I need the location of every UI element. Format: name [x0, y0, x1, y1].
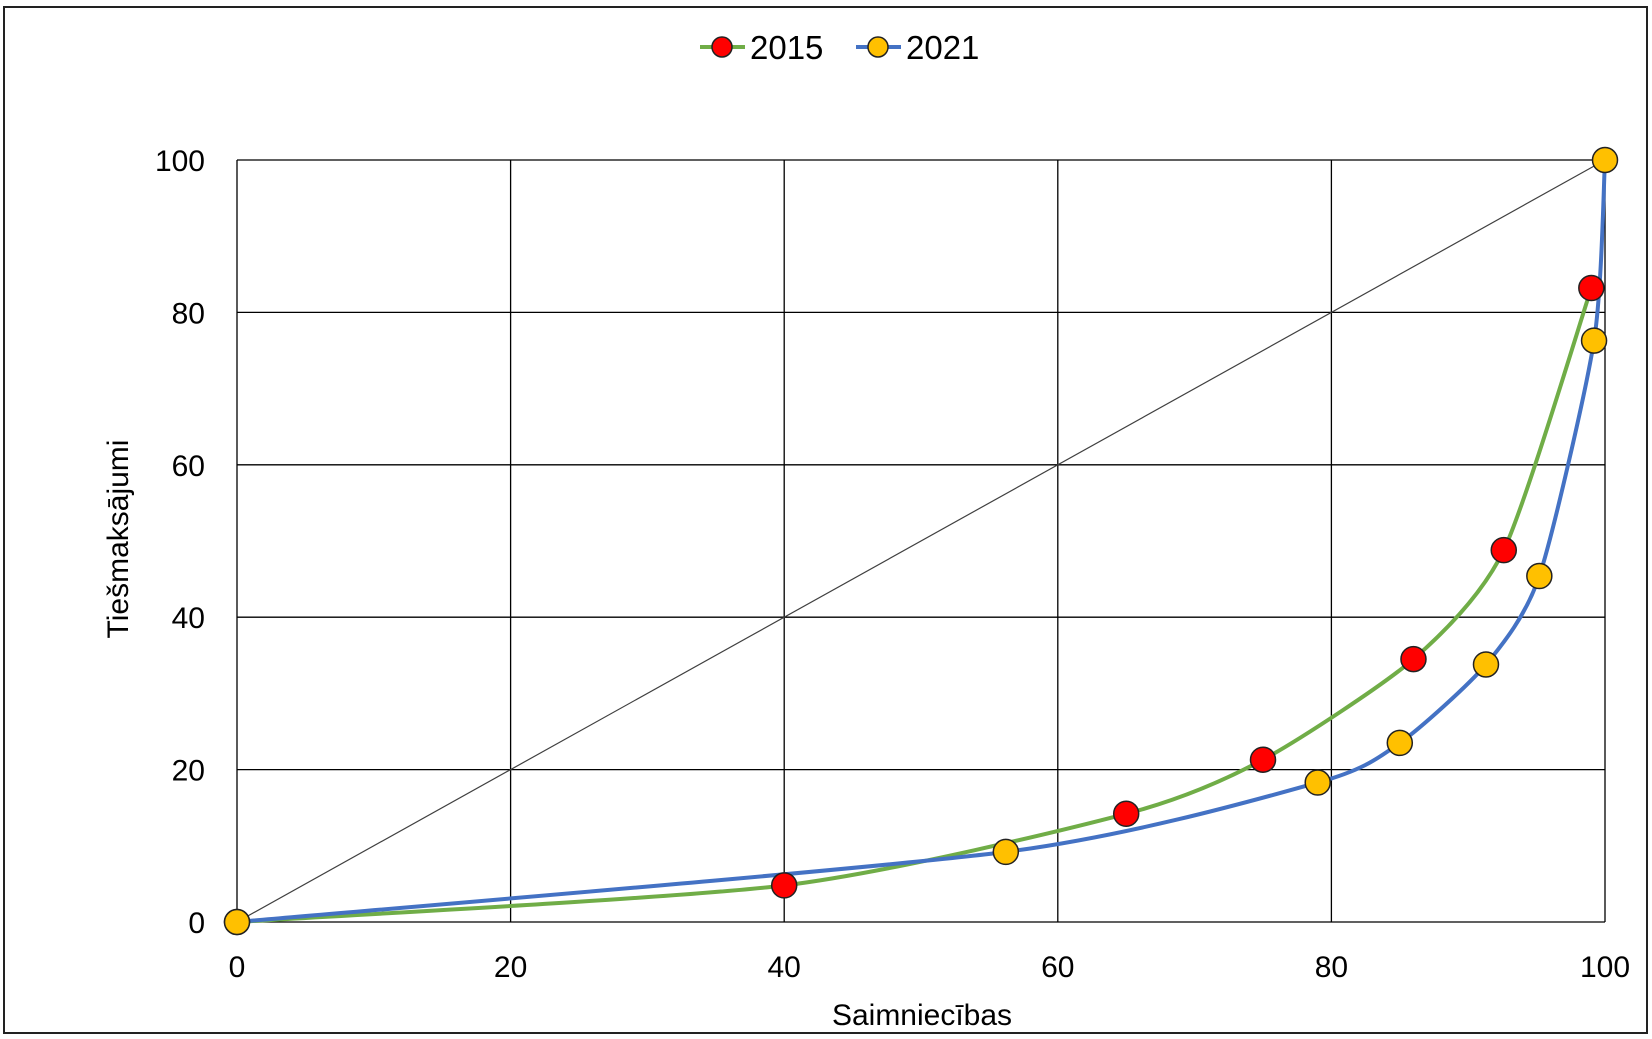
data-point-2021-3 [1386, 729, 1414, 757]
data-point-2021-1 [992, 838, 1020, 866]
legend-marker-2021 [867, 36, 889, 58]
data-point-2021-7 [1591, 146, 1619, 174]
legend-label-2015: 2015 [750, 29, 823, 66]
data-point-2015-4 [1400, 645, 1427, 673]
x-axis-title: Saimniecības [832, 999, 1012, 1032]
series-group [223, 146, 1619, 936]
data-point-2021-0 [223, 908, 251, 936]
y-tick-label-20: 20 [172, 755, 205, 788]
data-point-2021-5 [1526, 562, 1553, 590]
series-markers-2021 [223, 146, 1619, 936]
y-tick-label-60: 60 [172, 450, 205, 483]
x-tick-label-20: 20 [494, 951, 527, 984]
data-point-2015-2 [1112, 800, 1140, 828]
x-tick-label-60: 60 [1041, 951, 1074, 984]
data-point-2015-1 [770, 872, 798, 899]
x-tick-label-0: 0 [229, 951, 246, 984]
legend[interactable]: 2015 2021 [700, 29, 979, 66]
equality-line [236, 159, 1606, 923]
y-tick-label-40: 40 [172, 602, 205, 635]
chart-frame [3, 6, 1648, 1034]
series-2015 [236, 287, 1594, 924]
legend-marker-2015 [711, 36, 733, 58]
data-point-2021-4 [1472, 651, 1500, 678]
x-axis-ticks: 0 20 40 60 80 100 [229, 951, 1630, 984]
y-tick-label-100: 100 [155, 145, 205, 178]
y-axis-ticks: 0 20 40 60 80 100 [155, 145, 205, 940]
y-tick-label-80: 80 [172, 297, 205, 330]
x-tick-label-40: 40 [768, 951, 801, 984]
data-point-2021-2 [1304, 769, 1331, 796]
series-line-2015 [236, 287, 1594, 924]
legend-item-2021[interactable]: 2021 [856, 29, 979, 66]
data-point-2015-5 [1490, 536, 1518, 564]
data-point-2021-6 [1580, 327, 1608, 354]
series-markers-2015 [223, 274, 1605, 936]
equality-line-path [236, 159, 1606, 923]
data-point-2015-3 [1249, 746, 1277, 773]
x-tick-label-80: 80 [1315, 951, 1348, 984]
data-point-2015-6 [1578, 274, 1605, 302]
legend-label-2021: 2021 [906, 29, 979, 66]
legend-item-2015[interactable]: 2015 [700, 29, 823, 66]
grid [236, 159, 1606, 923]
y-tick-label-0: 0 [188, 907, 205, 940]
x-tick-label-100: 100 [1580, 951, 1630, 984]
y-axis-title: Tiešmaksājumi [102, 440, 135, 639]
